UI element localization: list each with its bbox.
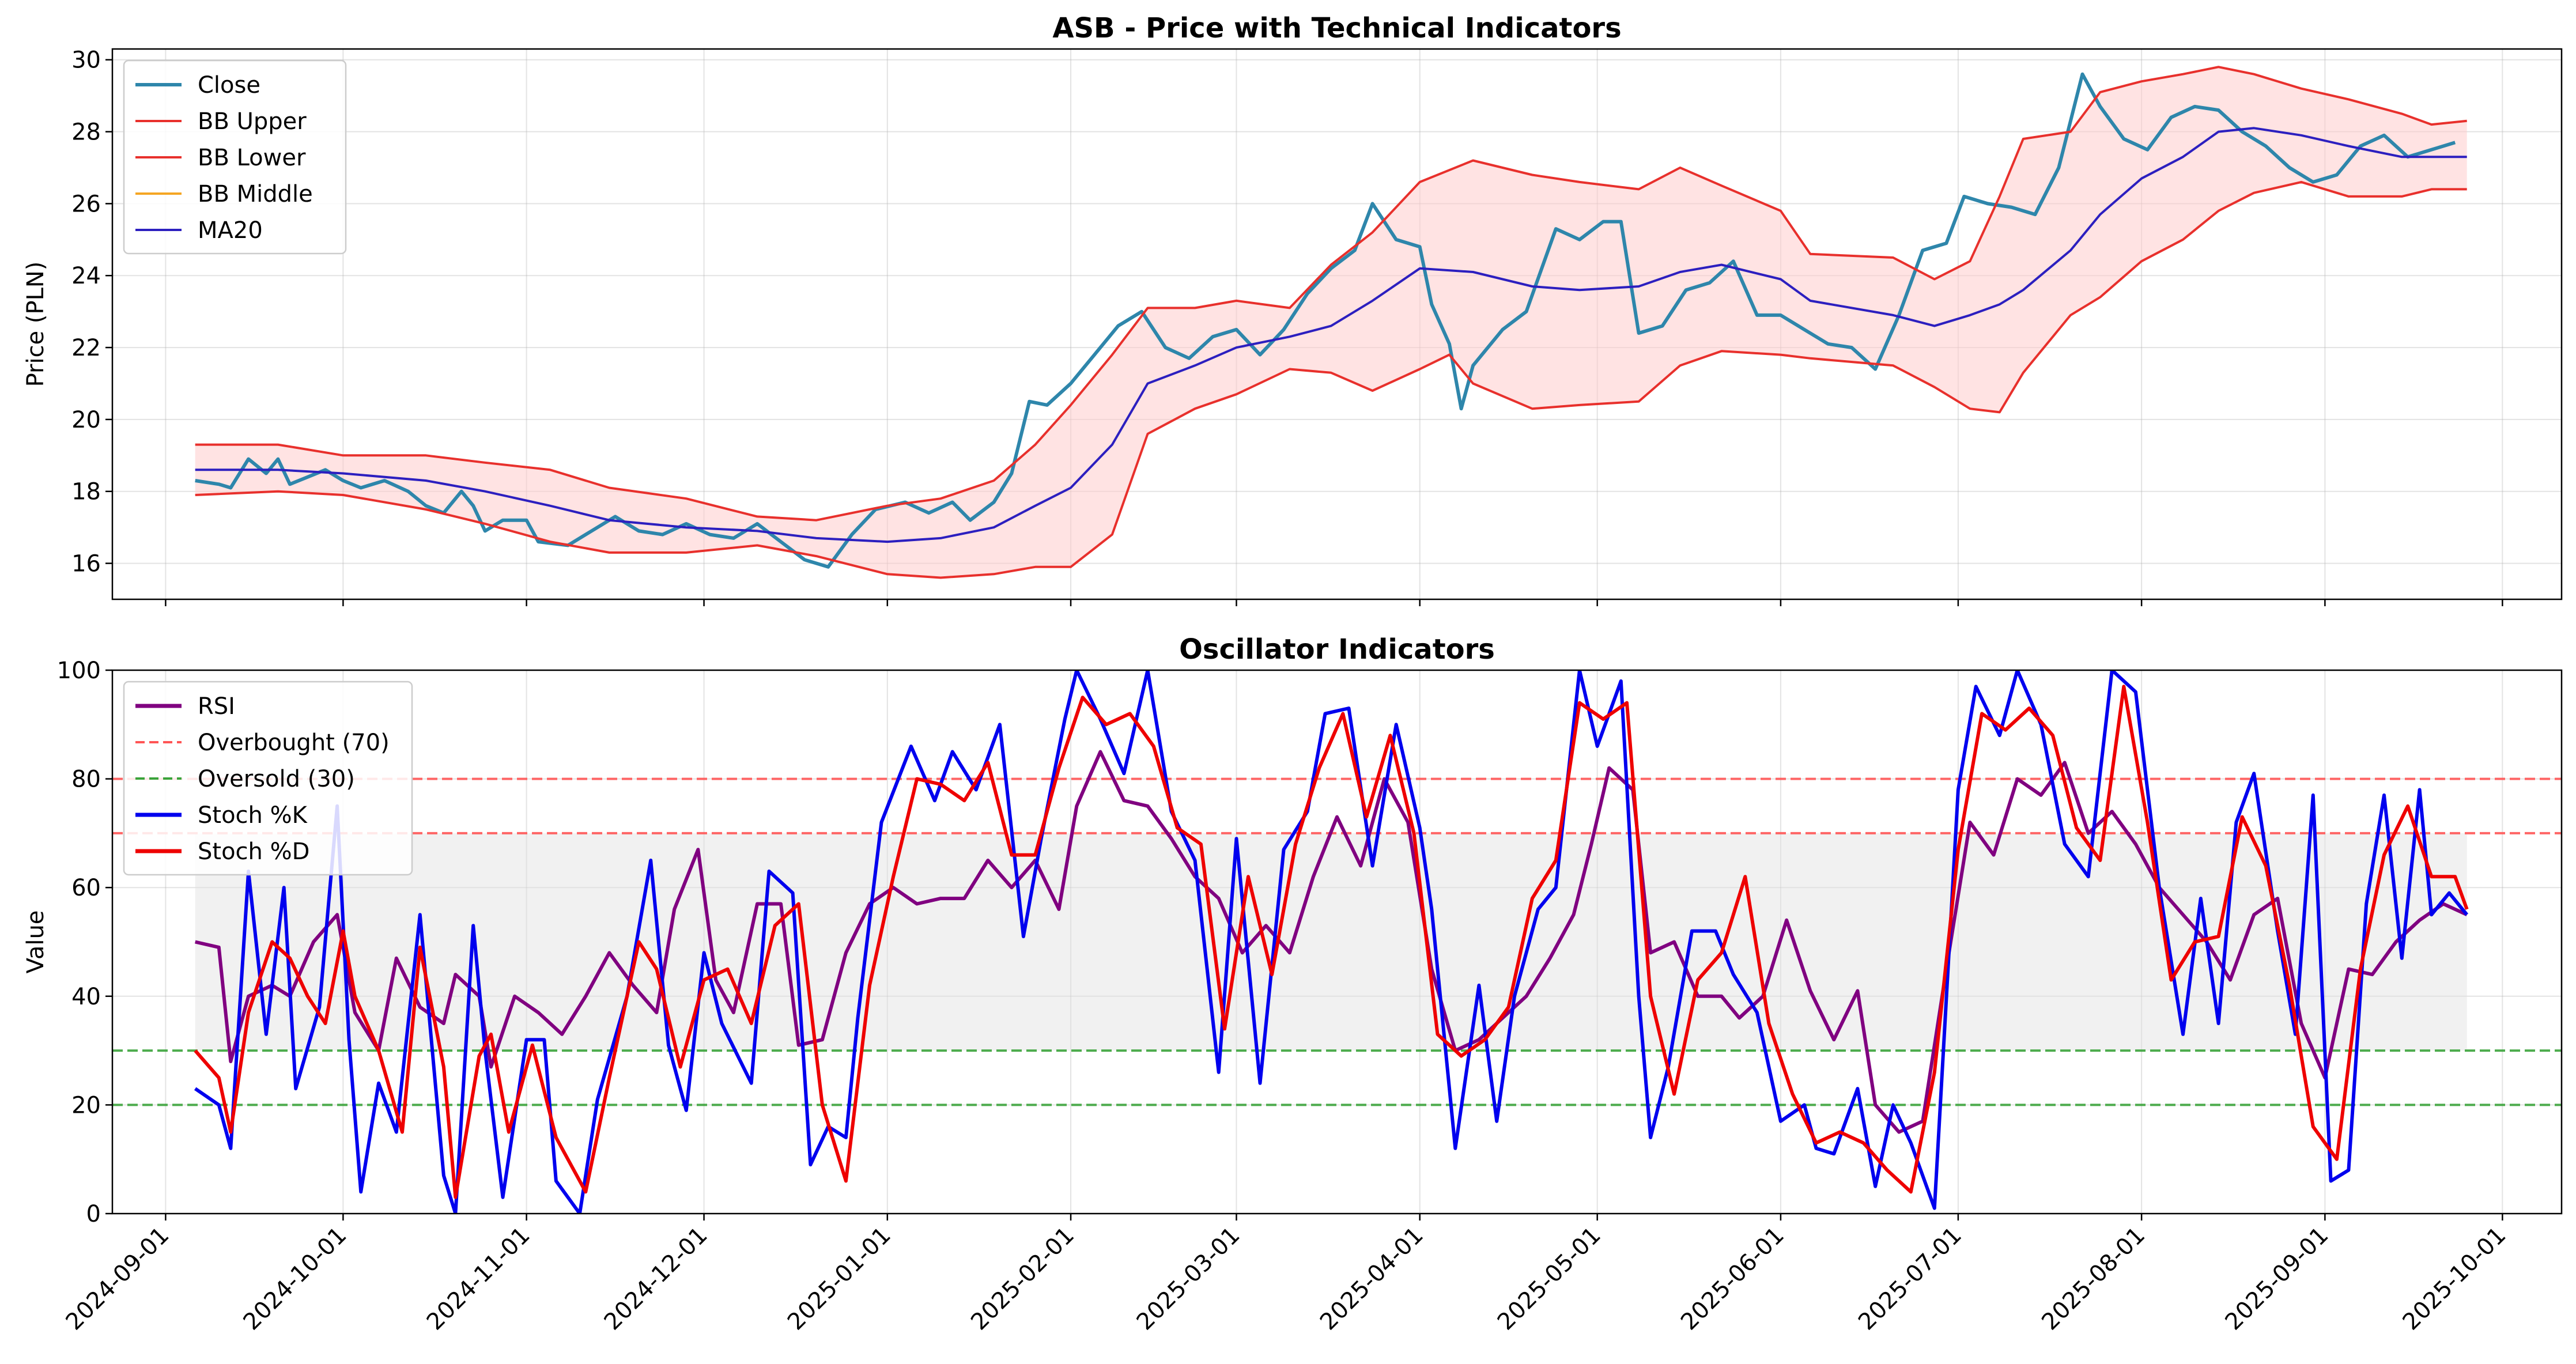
series-line-rsi [195,750,2468,1134]
x-tick-label: 2025-07-01 [1853,1222,1967,1336]
y-tick-label: 100 [57,658,101,684]
chart-title: Oscillator Indicators [1179,633,1495,666]
x-tick-label: 2025-02-01 [966,1222,1079,1336]
series-line-bb-upper [195,66,2467,522]
x-tick-label: 2025-09-01 [2220,1222,2334,1336]
legend-label: Oversold (30) [198,766,355,792]
legend-label: BB Upper [198,108,307,135]
y-tick-label: 18 [71,479,101,505]
x-tick-label: 2024-09-01 [61,1222,175,1336]
y-axis-label: Price (PLN) [22,262,49,387]
axes-frame [111,48,2563,600]
legend-label: Stoch %D [198,838,309,865]
series-line-stoch-d [194,685,2469,1199]
plot-area [112,670,2562,1214]
x-tick-label: 2024-10-01 [239,1222,352,1336]
bollinger-band-fill [195,67,2467,578]
x-tick-label: 2024-11-01 [422,1222,535,1336]
neutral-zone-band [195,833,2467,1051]
legend-label: Overbought (70) [198,730,390,756]
y-tick-label: 80 [71,766,101,793]
plot-area [195,66,2467,579]
y-tick-label: 22 [71,335,101,361]
axes-frame [111,669,2563,1215]
y-axis-label: Value [22,910,49,974]
y-tick-label: 0 [86,1201,101,1227]
y-tick-label: 30 [71,47,101,74]
legend-box [123,681,413,876]
x-tick-label: 2025-05-01 [1493,1222,1606,1336]
x-tick-label: 2025-10-01 [2398,1222,2511,1336]
y-tick-label: 20 [71,407,101,433]
oscillator-panel: Oscillator Indicators Value 2024-09-01 2024… [22,633,2563,1336]
legend-label: BB Lower [198,145,306,171]
x-tick-label: 2025-03-01 [1132,1222,1245,1336]
series-line-ma20 [195,127,2467,543]
legend-label: RSI [198,693,235,720]
series-line-bb-lower [195,180,2467,579]
price-panel: ASB - Price with Technical Indicators Pri… [22,12,2563,606]
series-line-stoch-k [194,670,2469,1214]
legend-label: Close [198,72,260,99]
x-tick-label: 2025-04-01 [1315,1222,1429,1336]
y-tick-label: 60 [71,875,101,901]
x-tick-label: 2025-06-01 [1676,1222,1789,1336]
y-tick-label: 20 [71,1092,101,1119]
y-tick-label: 40 [71,984,101,1010]
y-tick-label: 28 [71,119,101,146]
legend-label: BB Middle [198,181,313,207]
legend-label: MA20 [198,217,263,244]
legend-box [123,59,347,255]
series-line-close [195,72,2456,569]
x-tick-label: 2024-12-01 [599,1222,713,1336]
legend-label: Stoch %K [198,802,308,829]
y-tick-label: 26 [71,191,101,217]
y-tick-label: 24 [71,263,101,289]
y-tick-label: 16 [71,551,101,577]
chart-title: ASB - Price with Technical Indicators [1052,12,1621,44]
x-tick-label: 2025-01-01 [783,1222,896,1336]
x-tick-label: 2025-08-01 [2037,1222,2150,1336]
